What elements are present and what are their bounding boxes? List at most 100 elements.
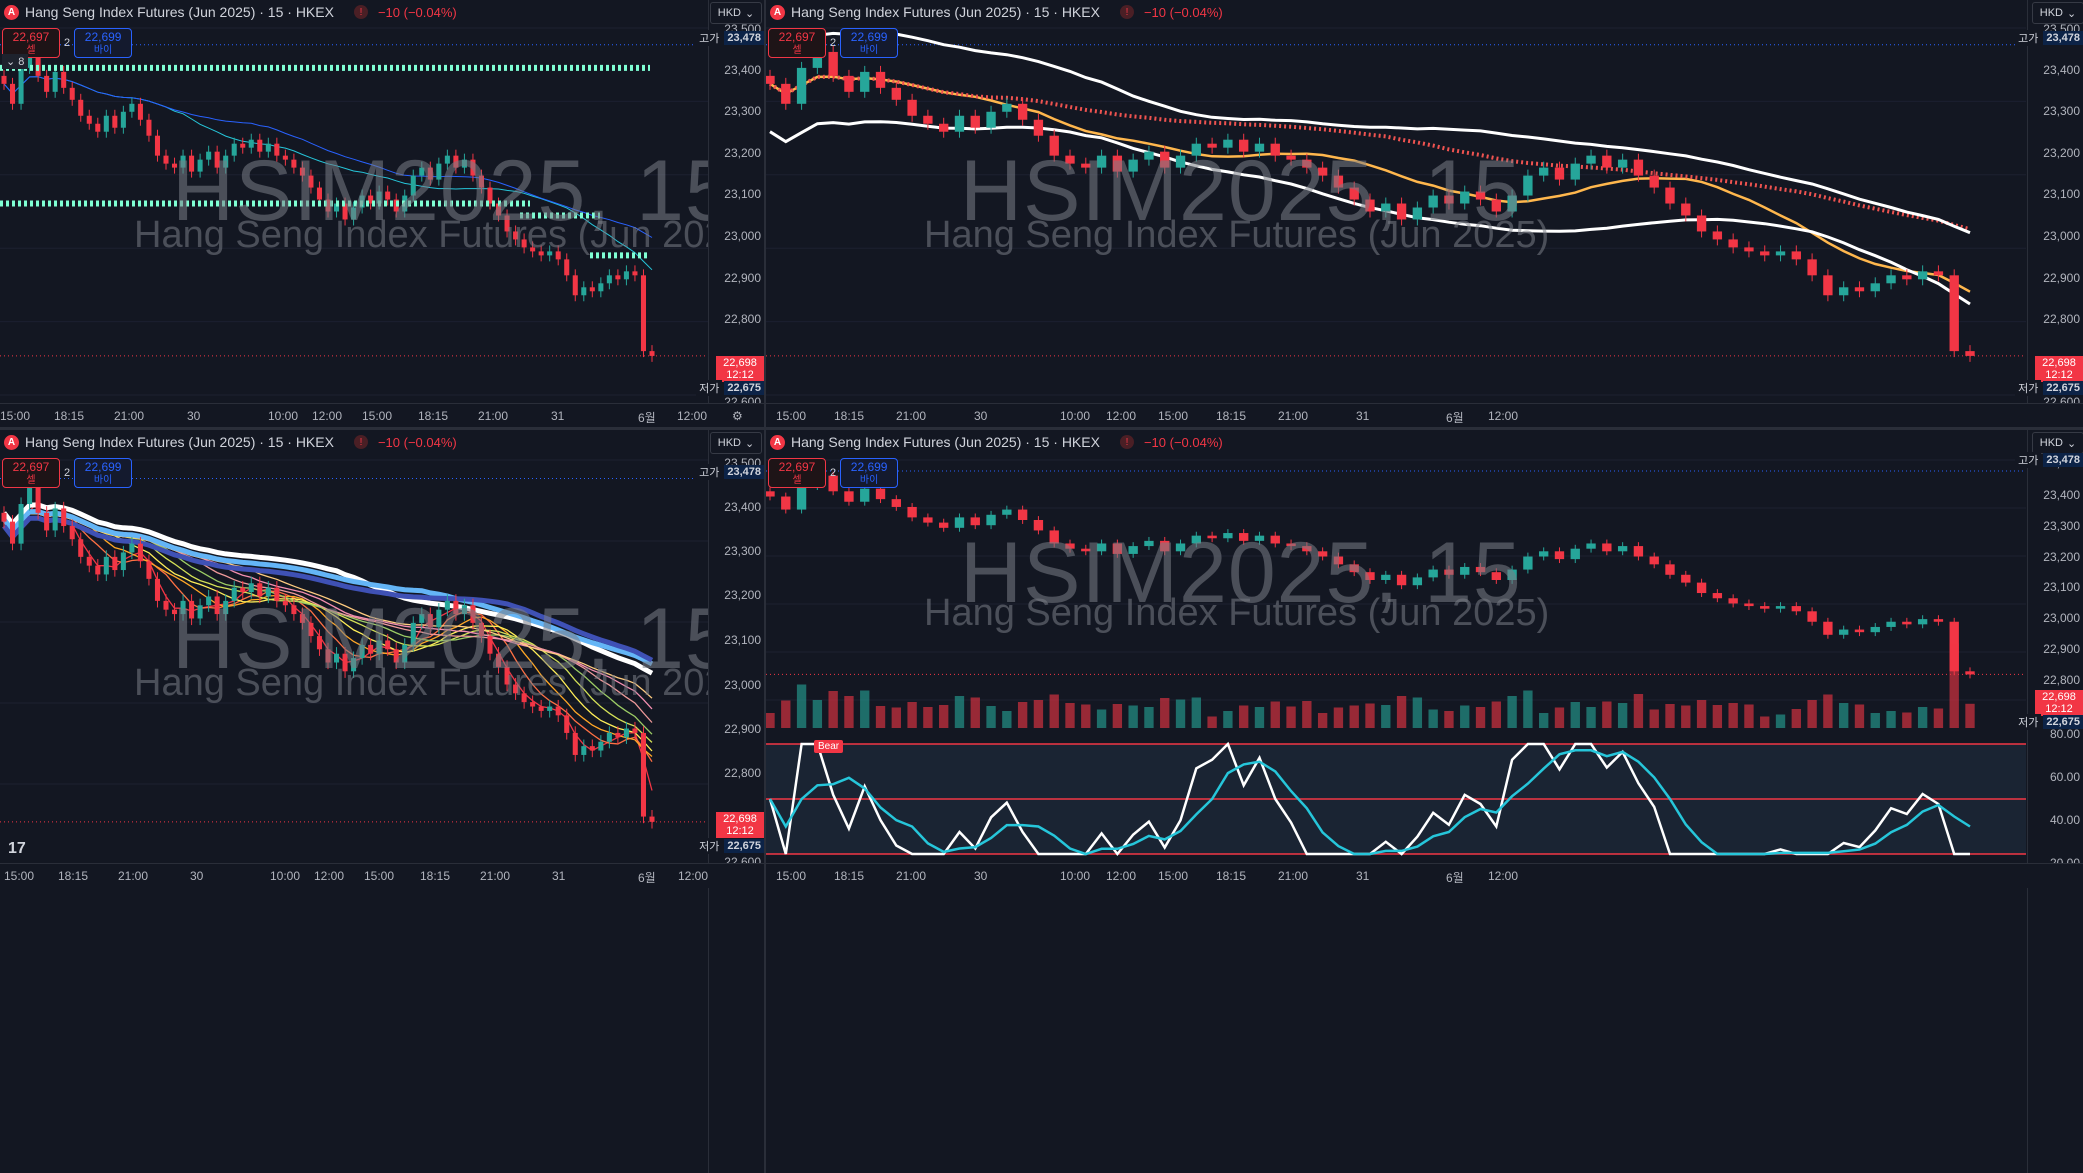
warning-icon[interactable]: ! xyxy=(1119,5,1134,19)
chart-pane-top-right[interactable]: HSIM2025, 15 Hang Seng Index Futures (Ju… xyxy=(766,0,2083,427)
chart-pane-bottom-left[interactable]: HSIM2025, 15 Hang Seng Index Futures (Ju… xyxy=(0,430,764,1173)
candle-body xyxy=(1728,598,1738,604)
sell-button[interactable]: 22,697 셀 xyxy=(768,458,826,488)
candle-body xyxy=(223,155,229,168)
price-tick: 23,400 xyxy=(2043,488,2080,502)
currency-selector[interactable]: HKD ⌄ xyxy=(710,2,762,24)
sell-button[interactable]: 22,697 셀 xyxy=(2,458,60,488)
symbol-title[interactable]: Hang Seng Index Futures (Jun 2025) · 15 … xyxy=(791,4,1100,20)
time-tick: 18:15 xyxy=(418,409,449,423)
buy-button[interactable]: 22,699 바이 xyxy=(74,458,133,488)
candle-body xyxy=(368,644,374,654)
collapse-indicators-button[interactable]: ⌄ 8 xyxy=(2,54,29,69)
buy-button[interactable]: 22,699 바이 xyxy=(840,458,899,488)
candle-body xyxy=(1649,556,1659,565)
candle-body xyxy=(444,155,450,164)
candle-body xyxy=(907,506,917,518)
volume-bar xyxy=(1617,703,1628,728)
time-axis[interactable]: 15:00 18:15 21:00 30 10:00 12:00 15:00 1… xyxy=(766,863,2083,888)
currency-selector[interactable]: HKD ⌄ xyxy=(710,432,762,454)
warning-icon[interactable]: ! xyxy=(353,435,368,449)
candle-body xyxy=(410,175,416,196)
candle-body xyxy=(231,587,237,601)
candle-body xyxy=(1191,143,1201,156)
sell-button[interactable]: 22,697 셀 xyxy=(768,28,826,58)
ribbon-ma-line xyxy=(3,513,653,757)
tradingview-logo-icon[interactable]: 17 xyxy=(8,840,26,857)
candle-body xyxy=(1128,159,1138,172)
candle-body xyxy=(385,640,391,650)
candle-body xyxy=(1902,621,1912,625)
chart-pane-top-left[interactable]: HSIM2025, 15 Hang Seng Index Futures (Ju… xyxy=(0,0,764,427)
sell-button[interactable]: 22,697 셀 xyxy=(2,28,60,58)
candle-body xyxy=(376,191,382,204)
price-axis[interactable]: 23,500 23,400 23,300 23,200 23,100 23,00… xyxy=(2027,430,2083,1173)
volume-bar xyxy=(1144,707,1154,728)
buy-button[interactable]: 22,699 바이 xyxy=(74,28,133,58)
symbol-title[interactable]: Hang Seng Index Futures (Jun 2025) · 15 … xyxy=(791,434,1100,450)
volume-bar xyxy=(970,697,980,728)
volume-bar xyxy=(1886,711,1896,728)
candle-body xyxy=(1444,195,1454,204)
settings-gear-icon[interactable]: ⚙ xyxy=(732,409,743,423)
volume-bar xyxy=(1807,700,1817,728)
price-change: −10 (−0.04%) xyxy=(1143,434,1223,450)
moving-average-line xyxy=(3,76,653,238)
warning-icon[interactable]: ! xyxy=(353,5,368,19)
currency-selector[interactable]: HKD ⌄ xyxy=(2032,2,2083,24)
candle-body xyxy=(1775,606,1786,609)
candle-body xyxy=(1475,191,1486,200)
candle-body xyxy=(257,139,263,152)
volume-bar xyxy=(1539,713,1549,728)
price-tick: 23,300 xyxy=(2043,104,2080,118)
warning-icon[interactable]: ! xyxy=(1119,435,1134,449)
candle-body xyxy=(461,605,467,615)
volume-bar xyxy=(1586,707,1596,728)
price-axis[interactable]: 23,500 23,400 23,300 23,200 23,100 23,00… xyxy=(708,0,764,427)
candle-body xyxy=(265,143,271,152)
time-tick: 21:00 xyxy=(1278,409,1309,423)
candle-body xyxy=(1933,619,1944,622)
candle-body xyxy=(1428,195,1438,208)
price-tick: 23,200 xyxy=(724,146,761,160)
time-tick: 21:00 xyxy=(896,869,927,883)
last-price-tag: 22,698 12:12 xyxy=(716,812,764,838)
price-axis[interactable]: 23,500 23,400 23,300 23,200 23,100 23,00… xyxy=(708,430,764,1173)
candle-body xyxy=(163,155,169,164)
candle-body xyxy=(589,746,595,751)
watermark-name: Hang Seng Index Futures (Jun 2025) xyxy=(134,214,760,256)
candle-body xyxy=(1160,151,1170,168)
candle-body xyxy=(299,167,305,176)
candle-body xyxy=(530,247,536,252)
time-axis[interactable]: 15:00 18:15 21:00 30 10:00 12:00 15:00 1… xyxy=(766,403,2083,427)
pane-divider-horizontal[interactable] xyxy=(0,427,2083,430)
low-tag: 저가 22,675 xyxy=(2015,380,2083,396)
volume-bar xyxy=(1081,704,1091,728)
candle-body xyxy=(18,504,24,544)
symbol-title[interactable]: Hang Seng Index Futures (Jun 2025) · 15 … xyxy=(25,4,334,20)
chart-pane-bottom-right[interactable]: HSIM2025, 15 Hang Seng Index Futures (Ju… xyxy=(766,430,2083,1173)
time-tick: 12:00 xyxy=(312,409,343,423)
candle-body xyxy=(1539,551,1549,557)
candle-body xyxy=(1807,259,1817,276)
volume-bar xyxy=(923,707,933,728)
candle-body xyxy=(197,605,203,619)
buy-button[interactable]: 22,699 바이 xyxy=(840,28,899,58)
currency-selector[interactable]: HKD ⌄ xyxy=(2032,432,2083,454)
candle-body xyxy=(1854,629,1865,633)
candle-body xyxy=(376,640,382,654)
candle-body xyxy=(828,51,838,76)
candle-body xyxy=(649,351,655,356)
candle-body xyxy=(1444,569,1454,575)
time-axis[interactable]: 15:00 18:15 21:00 30 10:00 12:00 15:00 1… xyxy=(0,863,764,888)
symbol-title[interactable]: Hang Seng Index Futures (Jun 2025) · 15 … xyxy=(25,434,334,450)
candle-body xyxy=(1333,556,1344,565)
candle-body xyxy=(1696,582,1707,594)
candle-body xyxy=(282,600,288,606)
candle-body xyxy=(1775,251,1786,256)
time-tick: 18:15 xyxy=(834,869,865,883)
time-axis[interactable]: 15:00 18:15 21:00 30 10:00 12:00 15:00 1… xyxy=(0,403,764,427)
pane-divider-vertical[interactable] xyxy=(764,0,766,1173)
candle-body xyxy=(1570,163,1580,180)
candle-body xyxy=(180,600,186,615)
